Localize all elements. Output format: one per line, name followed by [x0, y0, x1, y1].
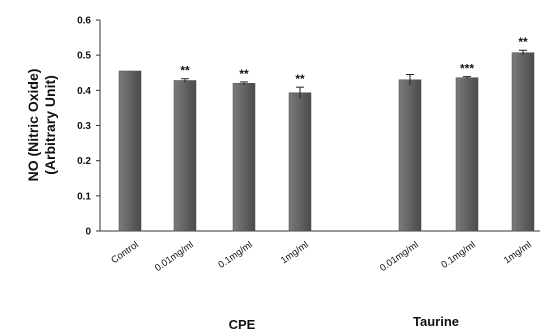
y-tick-label: 0.3	[77, 121, 91, 132]
bar	[455, 77, 479, 232]
y-axis-label-line-1: NO (Nitric Oxide)	[25, 69, 41, 182]
bar	[118, 70, 142, 232]
significance-marker: ***	[460, 62, 474, 76]
y-axis-title: NO (Nitric Oxide) (Arbitrary Unit)	[25, 69, 58, 182]
y-tick-label: 0.6	[77, 16, 91, 27]
y-tick-label: 0.1	[77, 191, 91, 202]
category-label: 1mg/ml	[502, 239, 534, 266]
significance-marker: **	[180, 64, 190, 78]
bar	[398, 79, 422, 232]
y-tick-label: 0.4	[77, 86, 91, 97]
significance-marker: **	[295, 72, 305, 86]
group-label-cpe: CPE	[229, 317, 256, 332]
y-axis-ticks: 0 0.1 0.2 0.3 0.4 0.5 0.6	[77, 16, 100, 238]
y-axis-label-line-2: (Arbitrary Unit)	[42, 75, 58, 175]
category-label: 1mg/ml	[279, 239, 311, 266]
category-labels: Control 0.01mg/ml 0.1mg/ml 1mg/ml 0.01mg/ml 0…	[109, 239, 533, 273]
category-label: Control	[109, 239, 140, 266]
y-tick-label: 0	[85, 227, 91, 238]
group-label-taurine: Taurine	[413, 314, 459, 329]
bar	[288, 92, 312, 232]
y-tick-label: 0.2	[77, 156, 91, 167]
significance-marker: **	[239, 67, 249, 81]
bar	[511, 52, 535, 232]
y-tick-label: 0.5	[77, 51, 91, 62]
category-label: 0.01mg/ml	[153, 239, 196, 273]
bars: ** ** *******	[118, 35, 535, 232]
category-label: 0.1mg/ml	[439, 239, 477, 270]
category-label: 0.1mg/ml	[216, 239, 254, 270]
significance-marker: **	[518, 35, 528, 49]
bar	[173, 80, 197, 232]
bar	[232, 83, 256, 232]
category-label: 0.01mg/ml	[378, 239, 421, 273]
